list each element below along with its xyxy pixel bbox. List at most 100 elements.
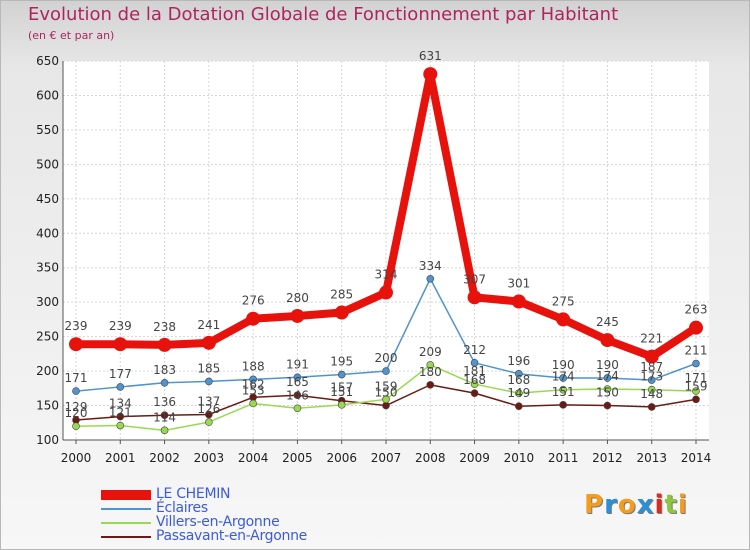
data-label: 314: [375, 268, 398, 282]
data-label: 168: [507, 373, 530, 387]
data-label: 191: [286, 357, 309, 371]
data-point: [382, 367, 390, 375]
x-tick-label: 2000: [61, 451, 92, 465]
data-label: 171: [685, 371, 708, 385]
data-label: 239: [109, 319, 132, 333]
data-label: 165: [286, 375, 309, 389]
y-tick-label: 450: [36, 192, 59, 206]
y-tick-label: 650: [36, 54, 59, 68]
data-point: [644, 349, 659, 364]
data-label: 136: [153, 395, 176, 409]
data-labels: 239 239 238 241 276 280 285 314 631 307 301 275 245 2…: [65, 49, 708, 424]
y-tick-label: 250: [36, 330, 59, 344]
data-point: [692, 387, 700, 395]
data-point: [470, 380, 479, 388]
data-point: [426, 274, 435, 283]
data-point: [423, 67, 438, 82]
data-label: 185: [197, 361, 220, 375]
chart-title: Evolution de la Dotation Globale de Fonc…: [28, 4, 619, 25]
data-point: [116, 412, 125, 421]
logo-letter: i: [677, 490, 688, 520]
y-tick-label: 550: [36, 123, 59, 137]
data-label: 183: [153, 363, 176, 377]
data-point: [116, 421, 125, 430]
data-label: 187: [640, 360, 663, 374]
data-label: 146: [286, 388, 309, 402]
data-point: [559, 385, 567, 394]
data-point: [205, 418, 213, 426]
data-label: 150: [596, 386, 619, 400]
data-point: [600, 333, 615, 348]
data-label: 121: [109, 406, 132, 420]
y-tick-label: 300: [36, 295, 59, 309]
x-tick-label: 2001: [105, 451, 136, 465]
data-point: [293, 391, 302, 400]
data-point: [647, 385, 656, 394]
data-label: 276: [242, 294, 265, 308]
data-label: 137: [197, 395, 220, 409]
x-tick-label: 2008: [415, 451, 446, 465]
data-point: [467, 290, 482, 305]
data-label: 631: [419, 49, 442, 63]
data-label: 151: [552, 385, 575, 399]
x-tick-label: 2010: [504, 451, 535, 465]
data-point: [515, 389, 523, 397]
data-point: [647, 403, 656, 411]
legend-swatch: [101, 536, 151, 538]
data-label: 190: [552, 358, 575, 372]
legend-label: Villers-en-Argonne: [156, 514, 280, 530]
legend-swatch: [101, 490, 151, 500]
data-label: 195: [330, 355, 353, 369]
data-point: [249, 399, 257, 408]
data-point: [293, 373, 302, 382]
data-label: 196: [507, 354, 530, 368]
data-label: 280: [286, 291, 309, 305]
data-label: 149: [507, 386, 530, 400]
data-point: [692, 359, 700, 368]
data-label: 174: [552, 370, 575, 384]
logo-letter: x: [636, 490, 655, 520]
data-label: 239: [65, 319, 88, 333]
y-tick-label: 150: [36, 399, 59, 413]
data-label: 200: [375, 351, 398, 365]
data-point: [160, 411, 169, 419]
data-label: 180: [419, 365, 442, 379]
y-tick-label: 500: [36, 157, 59, 171]
data-label: 188: [242, 359, 265, 373]
data-point: [689, 320, 703, 335]
data-label: 190: [596, 358, 619, 372]
data-label: 307: [463, 272, 486, 286]
data-point: [511, 294, 526, 309]
data-point: [160, 379, 169, 387]
x-tick-label: 2002: [149, 451, 180, 465]
data-label: 209: [419, 345, 442, 359]
data-label: 148: [640, 387, 663, 401]
y-tick-label: 200: [36, 364, 59, 378]
chart-subtitle: (en € et par an): [28, 29, 115, 42]
data-label: 211: [685, 344, 708, 358]
x-tick-label: 2007: [371, 451, 402, 465]
logo-letter: r: [604, 490, 618, 520]
y-tick-label: 100: [36, 433, 59, 447]
data-label: 171: [65, 371, 88, 385]
data-label: 159: [685, 379, 708, 393]
data-point: [603, 401, 612, 410]
data-point: [205, 410, 213, 419]
data-label: 263: [685, 303, 708, 317]
x-tick-label: 2009: [459, 451, 490, 465]
data-label: 245: [596, 315, 619, 329]
data-label: 129: [65, 400, 88, 414]
data-label: 114: [153, 410, 176, 424]
data-label: 275: [552, 294, 575, 308]
data-point: [72, 422, 80, 431]
data-point: [116, 383, 125, 391]
data-point: [559, 374, 567, 382]
data-point: [470, 359, 479, 367]
data-point: [160, 426, 169, 435]
data-point: [603, 385, 612, 393]
logo-letter: o: [617, 490, 637, 520]
x-tick-label: 2011: [548, 451, 579, 465]
data-label: 221: [640, 332, 663, 346]
x-tick-label: 2013: [636, 451, 667, 465]
